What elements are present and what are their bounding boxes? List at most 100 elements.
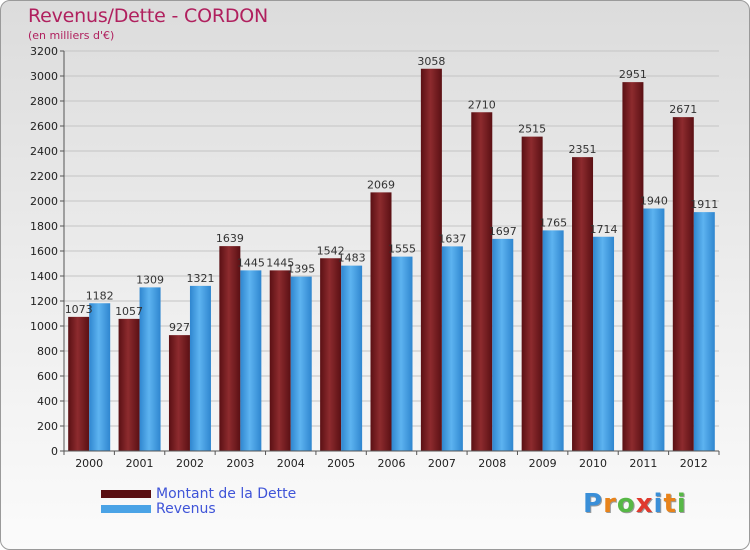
y-tick-label: 2200 bbox=[30, 170, 58, 183]
bar-revenus bbox=[139, 287, 161, 451]
bar-revenus bbox=[391, 256, 413, 451]
bar-dette bbox=[118, 318, 140, 451]
x-tick-label: 2000 bbox=[75, 457, 103, 470]
legend-swatch-debt bbox=[101, 490, 151, 498]
legend-label-revenus: Revenus bbox=[156, 501, 216, 517]
y-tick-label: 3000 bbox=[30, 70, 58, 83]
value-label-revenus: 1309 bbox=[136, 273, 164, 286]
value-label-dette: 1542 bbox=[317, 244, 345, 257]
value-label-dette: 3058 bbox=[417, 55, 445, 68]
y-tick-label: 600 bbox=[37, 370, 58, 383]
value-label-revenus: 1395 bbox=[287, 263, 315, 276]
x-tick-label: 2002 bbox=[176, 457, 204, 470]
axes: 0 200 400 600 800 1000 1200 1400 1600 1800 2000 220… bbox=[30, 45, 720, 470]
x-tick-label: 2004 bbox=[277, 457, 305, 470]
value-label-dette: 1057 bbox=[115, 305, 143, 318]
value-label-revenus: 1714 bbox=[590, 223, 618, 236]
bar-revenus bbox=[693, 212, 715, 451]
bar-dette bbox=[68, 316, 90, 451]
value-label-revenus: 1697 bbox=[489, 225, 517, 238]
y-tick-label: 1600 bbox=[30, 245, 58, 258]
value-label-dette: 1639 bbox=[216, 232, 244, 245]
y-tick-label: 0 bbox=[51, 445, 58, 458]
value-label-dette: 927 bbox=[169, 321, 190, 334]
bars bbox=[68, 68, 715, 451]
x-tick-label: 2001 bbox=[126, 457, 154, 470]
value-label-revenus: 1445 bbox=[237, 256, 265, 269]
bar-revenus bbox=[643, 208, 665, 451]
value-label-revenus: 1940 bbox=[640, 195, 668, 208]
y-tick-label: 2800 bbox=[30, 95, 58, 108]
value-label-revenus: 1321 bbox=[186, 272, 214, 285]
value-label-dette: 2069 bbox=[367, 178, 395, 191]
legend-label-debt: Montant de la Dette bbox=[156, 486, 297, 502]
y-tick-label: 1400 bbox=[30, 270, 58, 283]
y-tick-label: 800 bbox=[37, 345, 58, 358]
x-tick-label: 2003 bbox=[226, 457, 254, 470]
bar-revenus bbox=[89, 303, 111, 451]
bar-dette bbox=[672, 117, 694, 451]
bar-revenus bbox=[593, 236, 615, 451]
x-tick-label: 2012 bbox=[680, 457, 708, 470]
bar-dette bbox=[168, 335, 190, 451]
chart-subtitle: (en milliers d'€) bbox=[28, 29, 115, 42]
value-label-dette: 1073 bbox=[65, 303, 93, 316]
bar-dette bbox=[320, 258, 342, 451]
value-label-dette: 2351 bbox=[569, 143, 597, 156]
y-tick-label: 1800 bbox=[30, 220, 58, 233]
value-label-revenus: 1182 bbox=[86, 289, 114, 302]
x-tick-label: 2009 bbox=[529, 457, 557, 470]
bar-revenus bbox=[542, 230, 564, 451]
bar-dette bbox=[471, 112, 493, 451]
chart-title: Revenus/Dette - CORDON bbox=[28, 5, 269, 27]
x-tick-label: 2008 bbox=[478, 457, 506, 470]
logo-letter: P bbox=[583, 489, 604, 519]
y-tick-label: 200 bbox=[37, 420, 58, 433]
x-tick-label: 2005 bbox=[327, 457, 355, 470]
logo-letter: i bbox=[676, 489, 687, 519]
x-tick-label: 2011 bbox=[629, 457, 657, 470]
bar-dette bbox=[219, 246, 241, 451]
bar-revenus bbox=[189, 285, 211, 451]
y-tick-label: 1000 bbox=[30, 320, 58, 333]
bar-revenus bbox=[341, 265, 363, 451]
bar-dette bbox=[420, 68, 442, 451]
bar-dette bbox=[572, 157, 594, 451]
value-label-revenus: 1911 bbox=[690, 198, 718, 211]
y-tick-label: 2600 bbox=[30, 120, 58, 133]
value-label-revenus: 1555 bbox=[388, 243, 416, 256]
value-label-dette: 2515 bbox=[518, 123, 546, 136]
bar-revenus bbox=[240, 270, 262, 451]
bar-revenus bbox=[441, 246, 463, 451]
y-tick-label: 3200 bbox=[30, 45, 58, 58]
y-tick-label: 400 bbox=[37, 395, 58, 408]
y-tick-label: 2000 bbox=[30, 195, 58, 208]
x-tick-label: 2010 bbox=[579, 457, 607, 470]
x-tick-label: 2006 bbox=[378, 457, 406, 470]
value-label-dette: 2710 bbox=[468, 98, 496, 111]
x-tick-label: 2007 bbox=[428, 457, 456, 470]
bar-dette bbox=[622, 82, 644, 451]
value-label-dette: 2671 bbox=[669, 103, 697, 116]
value-label-revenus: 1765 bbox=[539, 216, 567, 229]
bar-dette bbox=[521, 136, 543, 451]
logo-letter: t bbox=[663, 489, 677, 519]
y-tick-label: 1200 bbox=[30, 295, 58, 308]
logo-letter: o bbox=[616, 489, 636, 519]
value-label-revenus: 1483 bbox=[338, 252, 366, 265]
bar-revenus bbox=[492, 238, 514, 451]
value-label-dette: 1445 bbox=[266, 256, 294, 269]
bar-revenus bbox=[290, 276, 312, 451]
value-label-revenus: 1637 bbox=[438, 232, 466, 245]
value-label-dette: 2951 bbox=[619, 68, 647, 81]
legend-swatch-revenus bbox=[101, 505, 151, 513]
logo-letter: x bbox=[635, 489, 654, 519]
logo-letter: r bbox=[603, 489, 617, 519]
y-tick-label: 2400 bbox=[30, 145, 58, 158]
bar-dette bbox=[370, 192, 392, 451]
logo-letter: i bbox=[653, 489, 664, 519]
bar-dette bbox=[269, 270, 291, 451]
proxiti-logo: Proxiti bbox=[583, 489, 687, 519]
